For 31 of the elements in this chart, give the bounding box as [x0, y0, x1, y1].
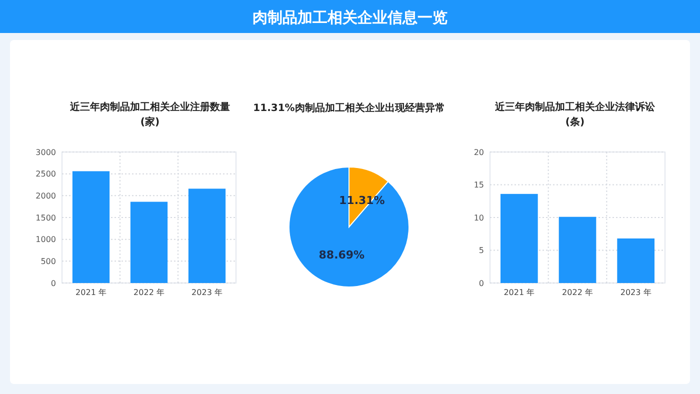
y-tick-label: 1000 [36, 235, 56, 244]
bar [617, 238, 654, 283]
data-label: 88.69% [318, 248, 365, 262]
x-tick-label: 2023 年 [620, 288, 652, 297]
data-label: 11.31% [339, 194, 385, 207]
chart-title: 11.31%肉制品加工相关企业出现经营异常 [253, 102, 445, 114]
y-tick-label: 5 [478, 246, 484, 256]
x-tick-label: 2022 年 [562, 288, 593, 297]
y-tick-label: 0 [478, 278, 484, 288]
y-tick-label: 2500 [36, 170, 56, 179]
text: 肉制品加工相关企业信息一览 [252, 8, 448, 26]
bar [500, 194, 538, 283]
y-tick-label: 0 [50, 278, 56, 288]
x-tick-label: 2021 年 [76, 288, 106, 297]
y-tick-label: 3000 [36, 148, 56, 157]
bar [72, 171, 110, 283]
y-tick-label: 20 [474, 148, 484, 157]
x-tick-label: 2021 年 [504, 288, 535, 297]
pie-slice [288, 166, 410, 288]
chart-title: 近三年肉制品加工相关企业法律诉讼 (条) [494, 101, 656, 128]
bar [188, 188, 226, 283]
y-tick-label: 15 [474, 180, 484, 190]
y-tick-label: 10 [474, 213, 484, 222]
x-tick-label: 2022 年 [134, 288, 164, 297]
chart-title: 近三年肉制品加工相关企业注册数量 (家) [69, 101, 230, 128]
y-tick-label: 500 [40, 256, 56, 266]
x-tick-label: 2023 年 [192, 288, 222, 297]
bar [130, 202, 168, 283]
y-tick-label: 1500 [36, 213, 56, 222]
y-tick-label: 2000 [36, 191, 56, 200]
bar [558, 216, 596, 283]
